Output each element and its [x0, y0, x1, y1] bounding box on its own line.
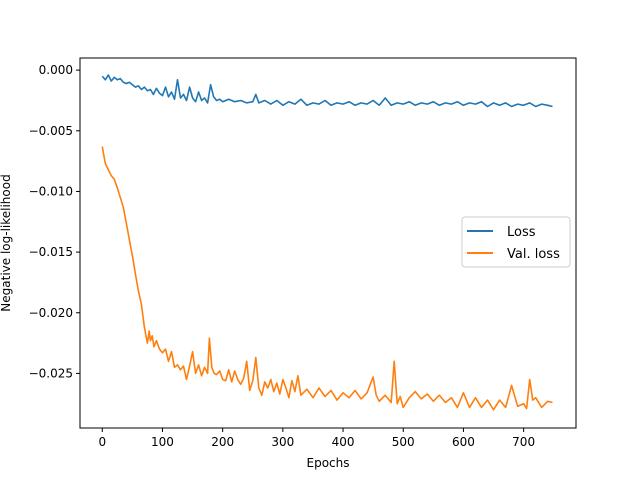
series-line-loss — [101, 74, 553, 108]
plot-frame — [79, 57, 577, 429]
y-tick-label: −0.005 — [29, 124, 73, 138]
x-axis-label: Epochs — [307, 456, 350, 470]
y-tick-label: 0.000 — [39, 63, 73, 77]
x-axis-ticks: 0 100 200 300 400 500 600 700 — [98, 428, 535, 449]
x-tick-label: 400 — [332, 435, 355, 449]
x-tick-label: 200 — [211, 435, 234, 449]
legend-label-val-loss: Val. loss — [507, 247, 560, 262]
y-tick-label: −0.020 — [29, 306, 73, 320]
y-tick-label: −0.025 — [29, 366, 73, 380]
legend-frame — [461, 216, 571, 268]
x-tick-label: 100 — [151, 435, 174, 449]
x-tick-label: 700 — [512, 435, 535, 449]
legend-label-loss: Loss — [507, 225, 536, 240]
y-axis-ticks: 0.000 −0.005 −0.010 −0.015 −0.020 −0.025 — [29, 63, 80, 380]
y-tick-label: −0.015 — [29, 245, 73, 259]
y-axis-label: Negative log-likelihood — [0, 174, 13, 311]
x-tick-label: 300 — [271, 435, 294, 449]
x-tick-label: 500 — [392, 435, 415, 449]
x-tick-label: 0 — [98, 435, 106, 449]
series-line-val-loss — [101, 146, 553, 411]
series-lines — [101, 74, 553, 411]
y-tick-label: −0.010 — [29, 184, 73, 198]
x-tick-label: 600 — [452, 435, 475, 449]
legend: Loss Val. loss — [461, 216, 571, 268]
